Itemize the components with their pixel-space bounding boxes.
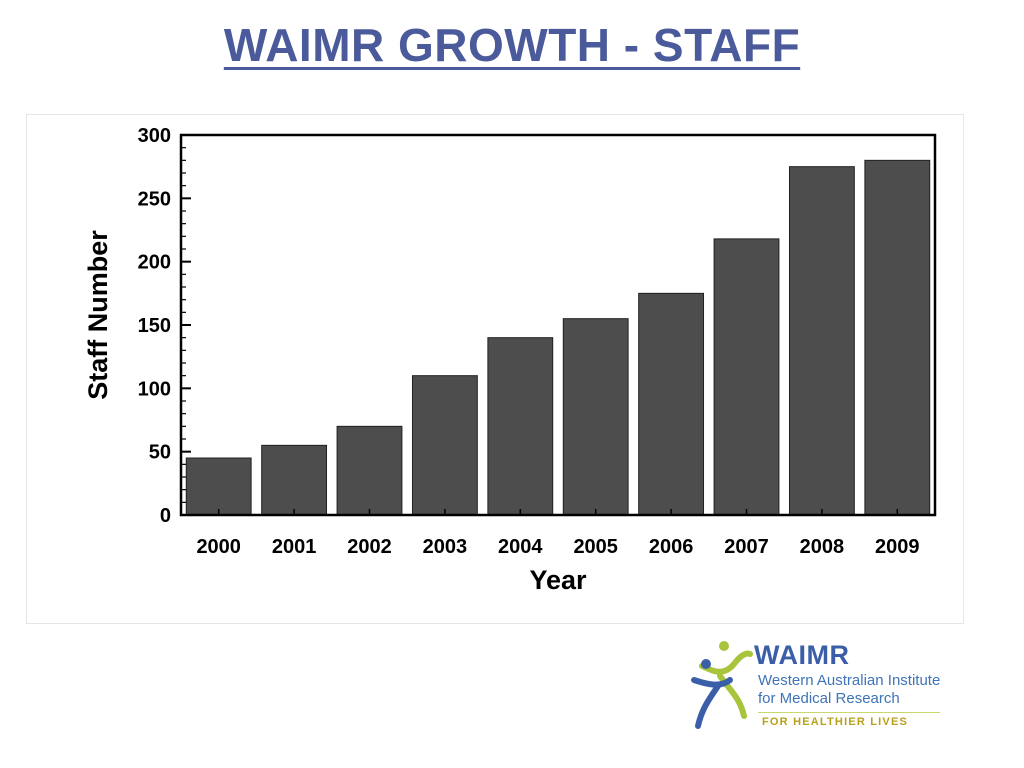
bar-2006 [638,292,705,516]
bar-2003 [411,375,478,516]
x-tick-label-2001: 2001 [272,536,317,558]
logo-subtitle-line2: for Medical Research [758,690,900,707]
bar-2004 [487,337,554,516]
x-tick-label-2007: 2007 [724,536,769,558]
x-tick-label-2004: 2004 [498,536,543,558]
x-tick-label-2003: 2003 [423,536,468,558]
bar-2009 [864,159,931,516]
bar-2002 [336,425,403,516]
slide-title: WAIMR GROWTH - STAFF [223,19,801,71]
bar-2005 [562,318,629,516]
x-tick-label-2009: 2009 [875,536,920,558]
bar-2000 [185,457,252,516]
x-tick-label-2006: 2006 [649,536,694,558]
x-tick-label-2000: 2000 [196,536,241,558]
y-tick-label: 150 [138,315,171,337]
bar-2007 [713,238,780,516]
logo-subtitle-line1: Western Australian Institute [758,672,941,689]
x-axis-label: Year [529,565,587,595]
logo-divider [758,712,940,713]
y-tick-label: 0 [160,505,171,527]
y-tick-label: 100 [138,378,171,400]
bar-2008 [788,166,855,516]
bar-2001 [261,444,328,516]
x-tick-label-2002: 2002 [347,536,392,558]
y-tick-label: 300 [138,125,171,147]
waimr-logo: WAIMR Western Australian Institute for M… [690,636,960,736]
logo-name: WAIMR [754,640,850,670]
y-axis-label: Staff Number [83,230,113,400]
chart-svg: 0 50 100 150 200 250 300 2000 2001 2002 2003 2004 20… [83,125,937,595]
x-tick-label-2005: 2005 [573,536,618,558]
logo-tagline: FOR HEALTHIER LIVES [762,716,909,728]
y-tick-label: 200 [138,252,171,274]
y-tick-label: 50 [149,442,171,464]
y-tick-label: 250 [138,188,171,210]
waimr-figure-icon [691,641,753,729]
x-tick-label-2008: 2008 [800,536,845,558]
staff-bar-chart: 0 50 100 150 200 250 300 2000 2001 2002 2003 2004 20… [26,114,964,624]
